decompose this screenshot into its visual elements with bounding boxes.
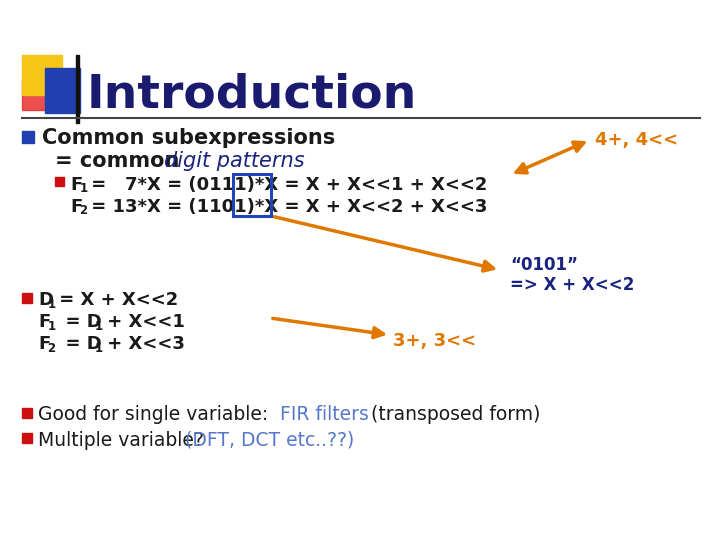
Text: = D: = D [53, 313, 102, 331]
Text: 2: 2 [79, 205, 88, 218]
Text: = common: = common [55, 151, 186, 171]
Text: F: F [38, 335, 50, 353]
Text: =   7*X = (0111)*X = X + X<<1 + X<<2: = 7*X = (0111)*X = X + X<<1 + X<<2 [85, 176, 487, 194]
Text: (transposed form): (transposed form) [365, 406, 541, 424]
Text: 2: 2 [48, 341, 55, 354]
Text: digit patterns: digit patterns [164, 151, 305, 171]
Text: 3+, 3<<: 3+, 3<< [393, 332, 476, 350]
Bar [55, 177, 64, 186]
Text: FIR filters: FIR filters [280, 406, 369, 424]
Text: Multiple variable?: Multiple variable? [38, 430, 210, 449]
Text: 1: 1 [48, 298, 55, 310]
Bar [22, 131, 34, 143]
Text: 1: 1 [48, 320, 55, 333]
Text: F: F [70, 198, 82, 216]
Text: 1: 1 [95, 341, 103, 354]
Text: “0101”: “0101” [510, 256, 578, 274]
Bar [22, 433, 32, 443]
Bar [45, 68, 80, 113]
Text: 4+, 4<<: 4+, 4<< [595, 131, 678, 149]
Text: => X + X<<2: => X + X<<2 [510, 276, 634, 294]
Text: = 13*X = (1101)*X = X + X<<2 + X<<3: = 13*X = (1101)*X = X + X<<2 + X<<3 [85, 198, 487, 216]
Text: = X + X<<2: = X + X<<2 [53, 291, 179, 309]
Text: 1: 1 [95, 320, 103, 333]
Text: F: F [38, 313, 50, 331]
Text: + X<<3: + X<<3 [101, 335, 185, 353]
Bar [22, 408, 32, 418]
Text: (DFT, DCT etc..??): (DFT, DCT etc..??) [185, 430, 354, 449]
Text: Good for single variable:: Good for single variable: [38, 406, 274, 424]
Text: Introduction: Introduction [87, 72, 418, 118]
Text: D: D [38, 291, 53, 309]
Text: 1: 1 [79, 183, 88, 195]
Text: Common subexpressions: Common subexpressions [42, 128, 336, 148]
Text: + X<<1: + X<<1 [101, 313, 185, 331]
Text: = D: = D [53, 335, 102, 353]
Text: F: F [70, 176, 82, 194]
Bar [22, 55, 62, 95]
Bar [76, 55, 78, 123]
Bar [22, 80, 52, 110]
Bar [233, 174, 271, 216]
Bar [22, 293, 32, 303]
